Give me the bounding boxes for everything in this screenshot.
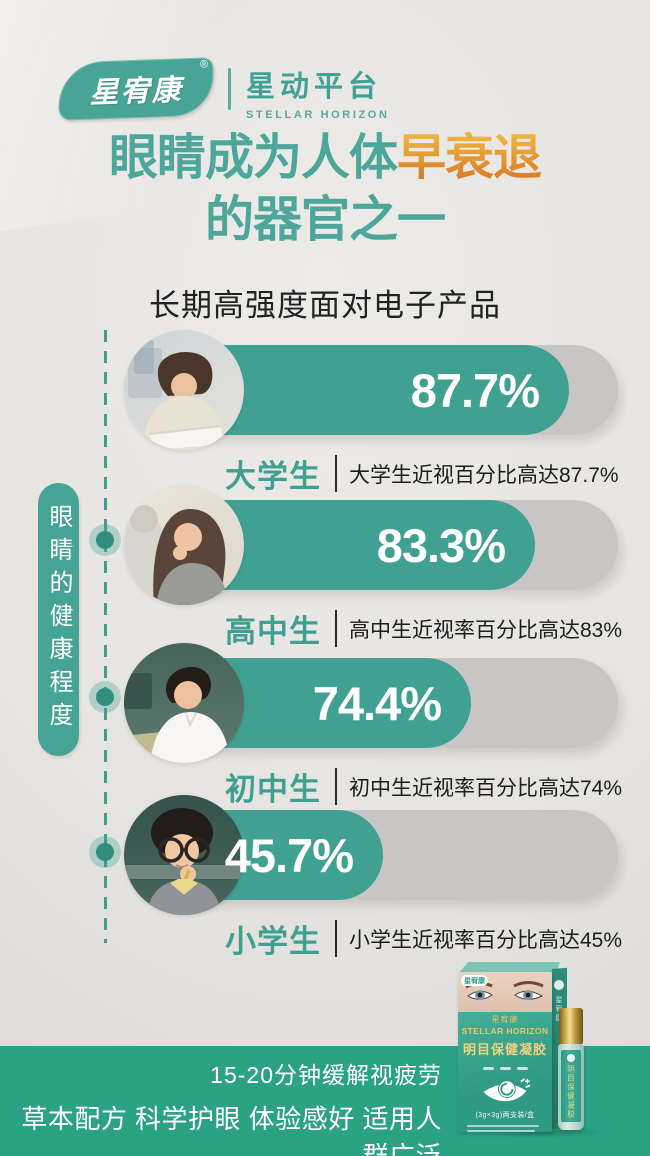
box-brand-en: STELLAR HORIZON bbox=[461, 1026, 549, 1036]
footer-line2: 草本配方 科学护眼 体验感好 适用人群广泛 bbox=[21, 1104, 442, 1156]
feature-mark bbox=[516, 1067, 528, 1070]
category-label: 小学生 bbox=[225, 924, 321, 959]
timeline-dot bbox=[89, 681, 121, 713]
timeline-dot bbox=[89, 524, 121, 556]
box-feature-marks bbox=[458, 1067, 552, 1070]
category-description: 小学生近视率百分比高达45% bbox=[349, 928, 623, 952]
feature-mark bbox=[482, 1067, 494, 1070]
bar-caption: 大学生 大学生近视百分比高达87.7% bbox=[225, 451, 619, 496]
caption-divider bbox=[335, 920, 337, 957]
bar-value-label: 87.7% bbox=[410, 363, 540, 417]
bar-caption: 高中生 高中生近视率百分比高达83% bbox=[225, 606, 622, 651]
product-bottle: 明目保健凝胶 bbox=[558, 1008, 584, 1130]
bar-caption: 小学生 小学生近视率百分比高达45% bbox=[225, 916, 622, 961]
box-brand-small: 星宥康 bbox=[491, 1015, 519, 1024]
y-axis-label-pill: 眼睛的健康程度 bbox=[38, 483, 79, 756]
bar-caption: 初中生 初中生近视率百分比高达74% bbox=[225, 764, 622, 809]
high-school-student-photo bbox=[124, 485, 244, 605]
brand-logo-text: 星宥康 bbox=[89, 74, 184, 110]
bottle-logo-icon bbox=[567, 1054, 575, 1062]
caption-divider bbox=[335, 610, 337, 647]
bar-value-label: 74.4% bbox=[312, 676, 442, 730]
registered-trademark-icon: ® bbox=[199, 58, 209, 71]
bottle-label: 明目保健凝胶 bbox=[561, 1050, 581, 1122]
product-spec: (3g×3g)两支装/盒 bbox=[475, 1112, 535, 1119]
bar-row: 83.3% 高中生 高中生近视率百分比高达83% bbox=[124, 485, 622, 649]
chart-subtitle: 长期高强度面对电子产品 bbox=[149, 288, 501, 323]
platform-brand-block: 星动平台 STELLAR HORIZON bbox=[246, 63, 390, 121]
title-line2: 的器官之一 bbox=[204, 193, 446, 247]
box-fine-print bbox=[467, 1125, 543, 1132]
timeline-dashed-line bbox=[104, 330, 107, 943]
bottle-body: 明目保健凝胶 bbox=[558, 1044, 584, 1130]
bar-row: 74.4% 初中生 初中生近视率百分比高达74% bbox=[124, 643, 622, 807]
product-box-front: 星宥康 星宥康 STELLAR HORIZON 明目保健凝胶 (3g×3g)两支… bbox=[458, 972, 552, 1132]
fine-print-line bbox=[467, 1130, 535, 1132]
category-label: 大学生 bbox=[225, 459, 321, 494]
timeline-dot bbox=[89, 836, 121, 868]
platform-name: 星动平台 bbox=[246, 71, 383, 103]
title-line1-normal: 眼睛成为人体 bbox=[108, 131, 398, 185]
box-side-logo-icon bbox=[554, 980, 564, 990]
bar-row: 45.7% 小学生 小学生近视率百分比高达45% bbox=[124, 795, 622, 959]
eye-logo-icon bbox=[483, 1078, 531, 1102]
bar-value-label: 83.3% bbox=[376, 518, 506, 572]
middle-school-student-photo bbox=[124, 643, 244, 763]
bar-row: 87.7% 大学生 大学生近视百分比高达87.7% bbox=[124, 330, 619, 494]
primary-school-student-photo bbox=[124, 795, 244, 915]
category-label: 高中生 bbox=[225, 614, 321, 649]
brand-leaf-logo: 星宥康 ® bbox=[57, 57, 215, 121]
category-description: 初中生近视率百分比高达74% bbox=[349, 776, 623, 800]
title-line1: 眼睛成为人体早衰退 bbox=[0, 127, 650, 189]
bottle-cap bbox=[559, 1008, 583, 1044]
bottle-label-text: 明目保健凝胶 bbox=[566, 1065, 576, 1119]
footer-line1: 15-20分钟缓解视疲劳 bbox=[210, 1062, 442, 1088]
platform-name-en: STELLAR HORIZON bbox=[246, 109, 390, 121]
y-axis-label: 眼睛的健康程度 bbox=[45, 504, 72, 735]
caption-divider bbox=[335, 455, 337, 492]
box-eyes-photo bbox=[458, 972, 552, 1012]
product-box-top bbox=[458, 962, 560, 974]
product-name: 明目保健凝胶 bbox=[462, 1042, 547, 1057]
caption-divider bbox=[335, 768, 337, 805]
footer-text-block: 15-20分钟缓解视疲劳 草本配方 科学护眼 体验感好 适用人群广泛 bbox=[0, 1056, 442, 1156]
logo-divider bbox=[228, 68, 231, 110]
title-line1-highlight: 早衰退 bbox=[397, 131, 542, 185]
feature-mark bbox=[499, 1067, 511, 1070]
bar-value-label: 45.7% bbox=[224, 828, 354, 882]
page-title: 眼睛成为人体早衰退 的器官之一 bbox=[0, 127, 650, 251]
box-brand-badge: 星宥康 bbox=[461, 975, 488, 986]
college-student-photo bbox=[124, 330, 244, 450]
box-side-text: 星宥康 bbox=[553, 996, 563, 1023]
fine-print-line bbox=[467, 1125, 539, 1127]
product-shot: 星宥康 星宥康 STELLAR HORIZON 明目保健凝胶 (3g×3g)两支… bbox=[450, 958, 646, 1142]
category-description: 大学生近视百分比高达87.7% bbox=[349, 463, 619, 487]
category-label: 初中生 bbox=[225, 772, 321, 807]
category-description: 高中生近视率百分比高达83% bbox=[349, 618, 623, 642]
